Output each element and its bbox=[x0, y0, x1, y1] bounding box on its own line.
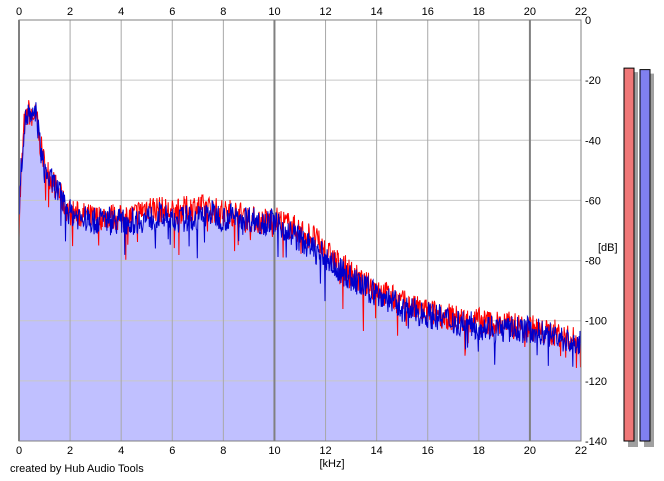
x-tick-label-top: 16 bbox=[422, 6, 434, 18]
y-tick-label: 0 bbox=[585, 15, 591, 27]
y-tick-label: -80 bbox=[585, 256, 601, 268]
y-axis-label: [dB] bbox=[598, 242, 618, 254]
y-tick-label: -40 bbox=[585, 135, 601, 147]
x-tick-label-bottom: 4 bbox=[118, 445, 124, 457]
x-tick-label-top: 20 bbox=[524, 6, 536, 18]
x-tick-label-bottom: 6 bbox=[169, 445, 175, 457]
x-tick-label-top: 6 bbox=[169, 6, 175, 18]
x-tick-label-bottom: 2 bbox=[67, 445, 73, 457]
y-tick-label: -120 bbox=[585, 376, 607, 388]
spectrum-fill bbox=[19, 102, 581, 442]
x-tick-label-bottom: 20 bbox=[524, 445, 536, 457]
x-tick-label-top: 0 bbox=[16, 6, 22, 18]
x-tick-label-bottom: 12 bbox=[319, 445, 331, 457]
x-tick-label-bottom: 8 bbox=[220, 445, 226, 457]
x-tick-label-bottom: 22 bbox=[575, 445, 587, 457]
series-blue-line bbox=[18, 102, 582, 367]
x-tick-label-top: 4 bbox=[118, 6, 124, 18]
x-tick-label-top: 8 bbox=[220, 6, 226, 18]
x-tick-label-bottom: 10 bbox=[268, 445, 280, 457]
y-tick-label: -100 bbox=[585, 316, 607, 328]
x-tick-label-top: 2 bbox=[67, 6, 73, 18]
level-meter-bar bbox=[623, 67, 635, 442]
x-tick-label-bottom: 14 bbox=[371, 445, 383, 457]
x-tick-label-bottom: 18 bbox=[473, 445, 485, 457]
y-tick-label: -140 bbox=[585, 436, 607, 448]
x-tick-label-bottom: 16 bbox=[422, 445, 434, 457]
y-tick-label: -20 bbox=[585, 75, 601, 87]
plot-frame bbox=[18, 19, 582, 442]
x-tick-label-top: 10 bbox=[268, 6, 280, 18]
x-tick-label-top: 18 bbox=[473, 6, 485, 18]
x-tick-label-top: 14 bbox=[371, 6, 383, 18]
x-tick-label-bottom: 0 bbox=[16, 445, 22, 457]
y-tick-label: -60 bbox=[585, 195, 601, 207]
x-tick-label-top: 22 bbox=[575, 6, 587, 18]
credit-text: created by Hub Audio Tools bbox=[10, 463, 144, 475]
level-meter-bar bbox=[639, 69, 651, 442]
x-tick-label-top: 12 bbox=[319, 6, 331, 18]
x-axis-label: [kHz] bbox=[319, 458, 344, 470]
